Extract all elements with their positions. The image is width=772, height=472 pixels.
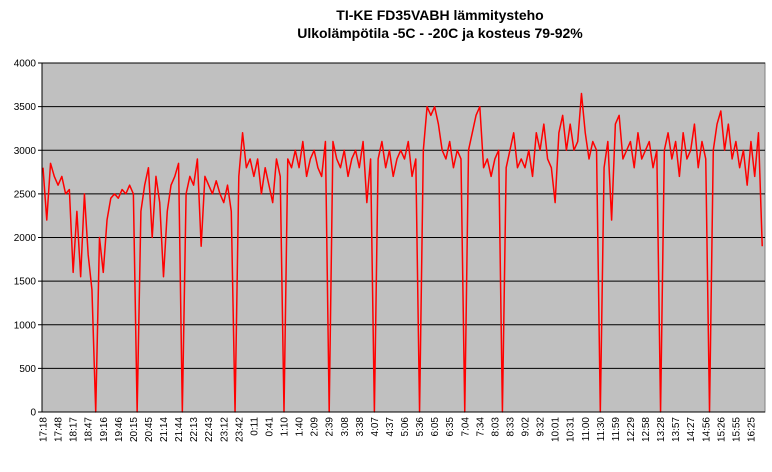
x-tick-label: 2:39 [325,417,336,437]
y-tick-label: 3500 [14,102,37,113]
x-tick-label: 5:06 [400,417,411,437]
x-tick-label: 2:09 [310,417,321,437]
x-tick-label: 5:36 [415,417,426,437]
x-tick-label: 15:26 [716,417,727,442]
x-tick-label: 3:38 [355,417,366,437]
x-tick-label: 13:28 [656,417,667,442]
x-tick-label: 18:17 [69,417,80,442]
x-tick-label: 1:10 [280,417,291,437]
y-tick-label: 1000 [14,320,37,331]
x-tick-label: 10:31 [566,417,577,442]
y-tick-label: 500 [19,364,36,375]
x-tick-label: 22:43 [204,417,215,442]
x-tick-label: 13:57 [671,417,682,442]
x-tick-label: 22:13 [189,417,200,442]
x-tick-label: 12:58 [641,417,652,442]
y-tick-label: 4000 [14,59,37,70]
x-tick-label: 11:00 [581,417,592,442]
y-tick-label: 1500 [14,277,37,288]
y-tick-label: 2000 [14,233,37,244]
x-tick-label: 18:47 [84,417,95,442]
x-tick-label: 4:37 [385,417,396,437]
y-tick-label: 3000 [14,146,37,157]
x-tick-label: 10:01 [551,417,562,442]
x-tick-label: 0:41 [264,417,275,437]
x-tick-label: 6:35 [445,417,456,437]
x-tick-label: 16:25 [746,417,757,442]
chart-subtitle: Ulkolämpötila -5C - -20C ja kosteus 79-9… [297,25,583,41]
x-tick-label: 17:18 [39,417,50,442]
x-tick-label: 11:30 [596,417,607,442]
x-tick-label: 20:45 [144,417,155,442]
x-tick-label: 14:27 [686,417,697,442]
x-tick-label: 7:34 [475,417,486,437]
x-tick-label: 8:33 [505,417,516,437]
x-tick-label: 9:02 [521,417,532,437]
x-tick-label: 21:44 [174,417,185,442]
x-tick-label: 20:15 [129,417,140,442]
data-line [42,92,763,413]
x-tick-label: 11:59 [611,417,622,442]
x-tick-label: 14:56 [701,417,712,442]
x-tick-label: 7:04 [460,417,471,437]
x-tick-label: 0:11 [249,417,260,436]
x-tick-label: 19:46 [114,417,125,442]
x-tick-label: 17:48 [54,417,65,442]
x-tick-label: 6:05 [430,417,441,437]
x-tick-label: 12:29 [626,417,637,442]
x-tick-label: 1:40 [295,417,306,437]
x-tick-label: 3:08 [340,417,351,437]
x-tick-label: 9:32 [536,417,547,437]
y-tick-label: 2500 [14,189,37,200]
x-tick-label: 15:55 [731,417,742,442]
x-tick-label: 19:16 [99,417,110,442]
x-tick-label: 23:12 [219,417,230,442]
chart-title: TI-KE FD35VABH lämmitysteho [336,7,543,23]
x-tick-label: 4:07 [370,417,381,437]
x-tick-label: 21:14 [159,417,170,442]
x-tick-label: 8:03 [490,417,501,437]
y-tick-label: 0 [30,408,36,419]
x-tick-label: 23:42 [234,417,245,442]
